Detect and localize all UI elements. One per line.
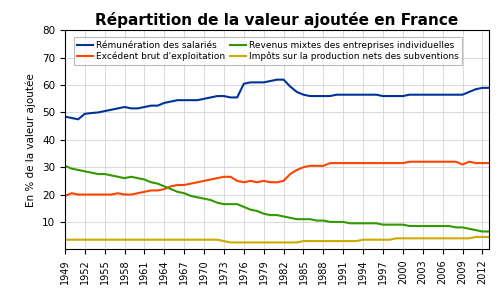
Y-axis label: En % de la valeur ajoutée: En % de la valeur ajoutée (26, 73, 36, 207)
Legend: Rémunération des salariés, Excédent brut d'exploitation, Revenus mixtes des entr: Rémunération des salariés, Excédent brut… (74, 37, 462, 65)
Title: Répartition de la valeur ajoutée en France: Répartition de la valeur ajoutée en Fran… (95, 12, 459, 28)
